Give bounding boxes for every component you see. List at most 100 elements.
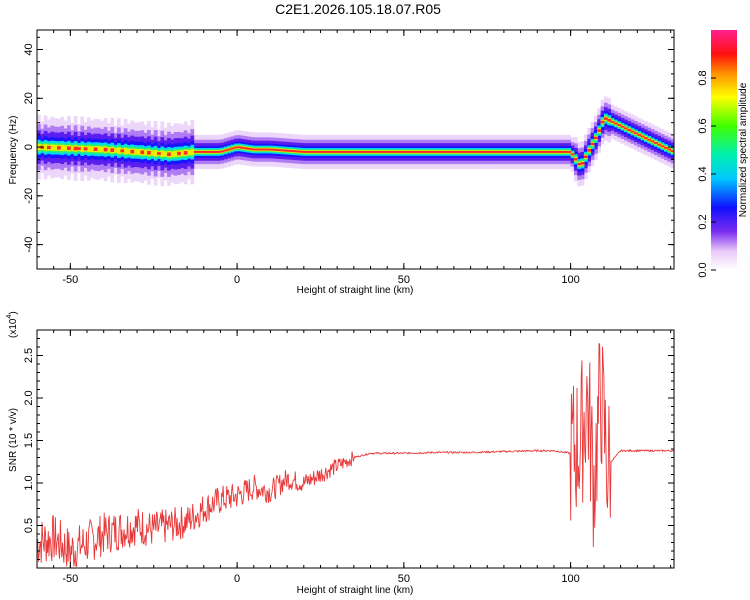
heatmap-cell xyxy=(373,150,378,153)
heatmap-cell xyxy=(253,148,258,151)
heatmap-cell xyxy=(107,147,111,153)
heatmap-cell xyxy=(200,150,205,153)
x-tick-label: 50 xyxy=(398,274,410,286)
heatmap-cell xyxy=(480,150,485,153)
heatmap-cell xyxy=(117,147,121,154)
heatmap-cell xyxy=(337,150,341,153)
heatmap-cell xyxy=(613,122,618,125)
heatmap-cell xyxy=(127,148,131,155)
x-tick-label: -50 xyxy=(62,274,78,286)
heatmap-cell xyxy=(623,127,628,130)
heatmap-cell xyxy=(433,150,438,153)
heatmap-cell xyxy=(277,149,281,152)
heatmap-cell xyxy=(550,150,555,153)
heatmap-cell xyxy=(240,146,245,149)
heatmap-cell xyxy=(637,133,642,136)
colorbar-gradient xyxy=(711,30,737,270)
heatmap-cell xyxy=(533,150,538,153)
heatmap-cell xyxy=(203,150,208,153)
heatmap-cell xyxy=(583,155,588,159)
y-tick-label: -20 xyxy=(23,188,35,204)
heatmap-cell xyxy=(257,148,261,151)
svg-text:(x104): (x104) xyxy=(6,311,19,338)
heatmap-cell xyxy=(397,150,401,153)
heatmap-cell xyxy=(437,150,441,153)
heatmap-cell xyxy=(317,150,321,153)
heatmap-cell xyxy=(43,144,48,151)
heatmap-cell xyxy=(440,150,445,153)
heatmap-cell xyxy=(287,149,291,152)
snr-x-axis-label: Height of straight line (km) xyxy=(297,585,414,596)
colorbar: 0.0 0.2 0.4 0.6 0.8 Normalized spectral ampl… xyxy=(697,30,749,278)
heatmap-cell xyxy=(157,152,161,155)
heatmap-cell xyxy=(377,150,381,153)
heatmap-cell xyxy=(280,149,285,152)
heatmap-cell xyxy=(50,144,55,151)
y-tick-label: 1.0 xyxy=(23,475,35,490)
snr-y-scale-label: (x104) xyxy=(6,311,19,338)
chart-title: C2E1.2026.105.18.07.R05 xyxy=(275,1,441,17)
heatmap-cell xyxy=(390,150,395,153)
x-tick-label: 0 xyxy=(234,573,240,585)
heatmap-cell xyxy=(67,146,71,151)
heatmap-cell xyxy=(670,150,675,153)
heatmap-cell xyxy=(210,150,215,153)
heatmap-cell xyxy=(63,145,68,151)
heatmap-cell xyxy=(410,150,415,153)
heatmap-cell xyxy=(353,150,358,153)
heatmap-cell xyxy=(347,150,351,153)
heatmap-cell xyxy=(547,150,552,153)
heatmap-cell xyxy=(147,150,151,155)
heatmap-cell xyxy=(527,150,531,153)
heatmap-cell xyxy=(97,146,101,153)
colorbar-ticks: 0.0 0.2 0.4 0.6 0.8 xyxy=(697,70,716,278)
heatmap-cell xyxy=(100,146,105,153)
heatmap-cell xyxy=(250,148,255,151)
heatmap-cell xyxy=(137,149,141,156)
y-tick-label: 0 xyxy=(23,144,35,150)
snr-series-line xyxy=(36,343,675,567)
heatmap-cell xyxy=(207,150,211,153)
heatmap-cell xyxy=(217,150,221,153)
heatmap-cell xyxy=(643,137,648,140)
heatmap-cell xyxy=(490,150,495,153)
y-tick-label: 40 xyxy=(23,43,35,55)
heatmap-cell xyxy=(260,148,265,151)
heatmap-cell xyxy=(553,150,558,153)
heatmap-cell xyxy=(267,148,271,151)
y-tick-label: -40 xyxy=(23,237,35,253)
x-tick-label: 0 xyxy=(234,274,240,286)
heatmap-cell xyxy=(393,150,398,153)
heatmap-cell xyxy=(247,147,251,150)
heatmap-cell xyxy=(500,150,505,153)
snr-frame xyxy=(36,329,675,569)
x-tick-label: 100 xyxy=(561,573,579,585)
heatmap-cell xyxy=(450,150,455,153)
colorbar-tick-label: 0.2 xyxy=(697,214,709,229)
heatmap-cell xyxy=(650,140,655,143)
heatmap-cell xyxy=(460,150,465,153)
heatmap-cell xyxy=(380,150,385,153)
heatmap-cell xyxy=(473,150,478,153)
heatmap-cell xyxy=(520,150,525,153)
heatmap-cell xyxy=(293,150,298,153)
colorbar-tick-label: 0.4 xyxy=(697,166,709,181)
heatmap-cell xyxy=(483,150,488,153)
heatmap-cell xyxy=(180,150,185,157)
heatmap-cell xyxy=(530,150,535,153)
heatmap-cell xyxy=(660,145,665,148)
snr-x-ticks: -50 0 50 100 xyxy=(36,330,672,585)
heatmap-cell xyxy=(417,150,421,153)
heatmap-cell xyxy=(663,146,668,149)
heatmap-cell xyxy=(297,150,301,153)
heatmap-cell xyxy=(163,151,168,157)
heatmap-cell xyxy=(133,148,138,155)
snr-panel: -50 0 50 100 0.5 1.0 1.5 2.0 2.5 Height of stra… xyxy=(6,311,675,596)
heatmap-cell xyxy=(600,120,605,124)
heatmap-cell xyxy=(150,150,155,156)
heatmap-cell xyxy=(170,151,175,158)
heatmap-cell xyxy=(590,142,595,146)
heatmap-cell xyxy=(350,150,355,153)
snr-y-axis-label: SNR (10 * v/v) xyxy=(8,408,19,472)
